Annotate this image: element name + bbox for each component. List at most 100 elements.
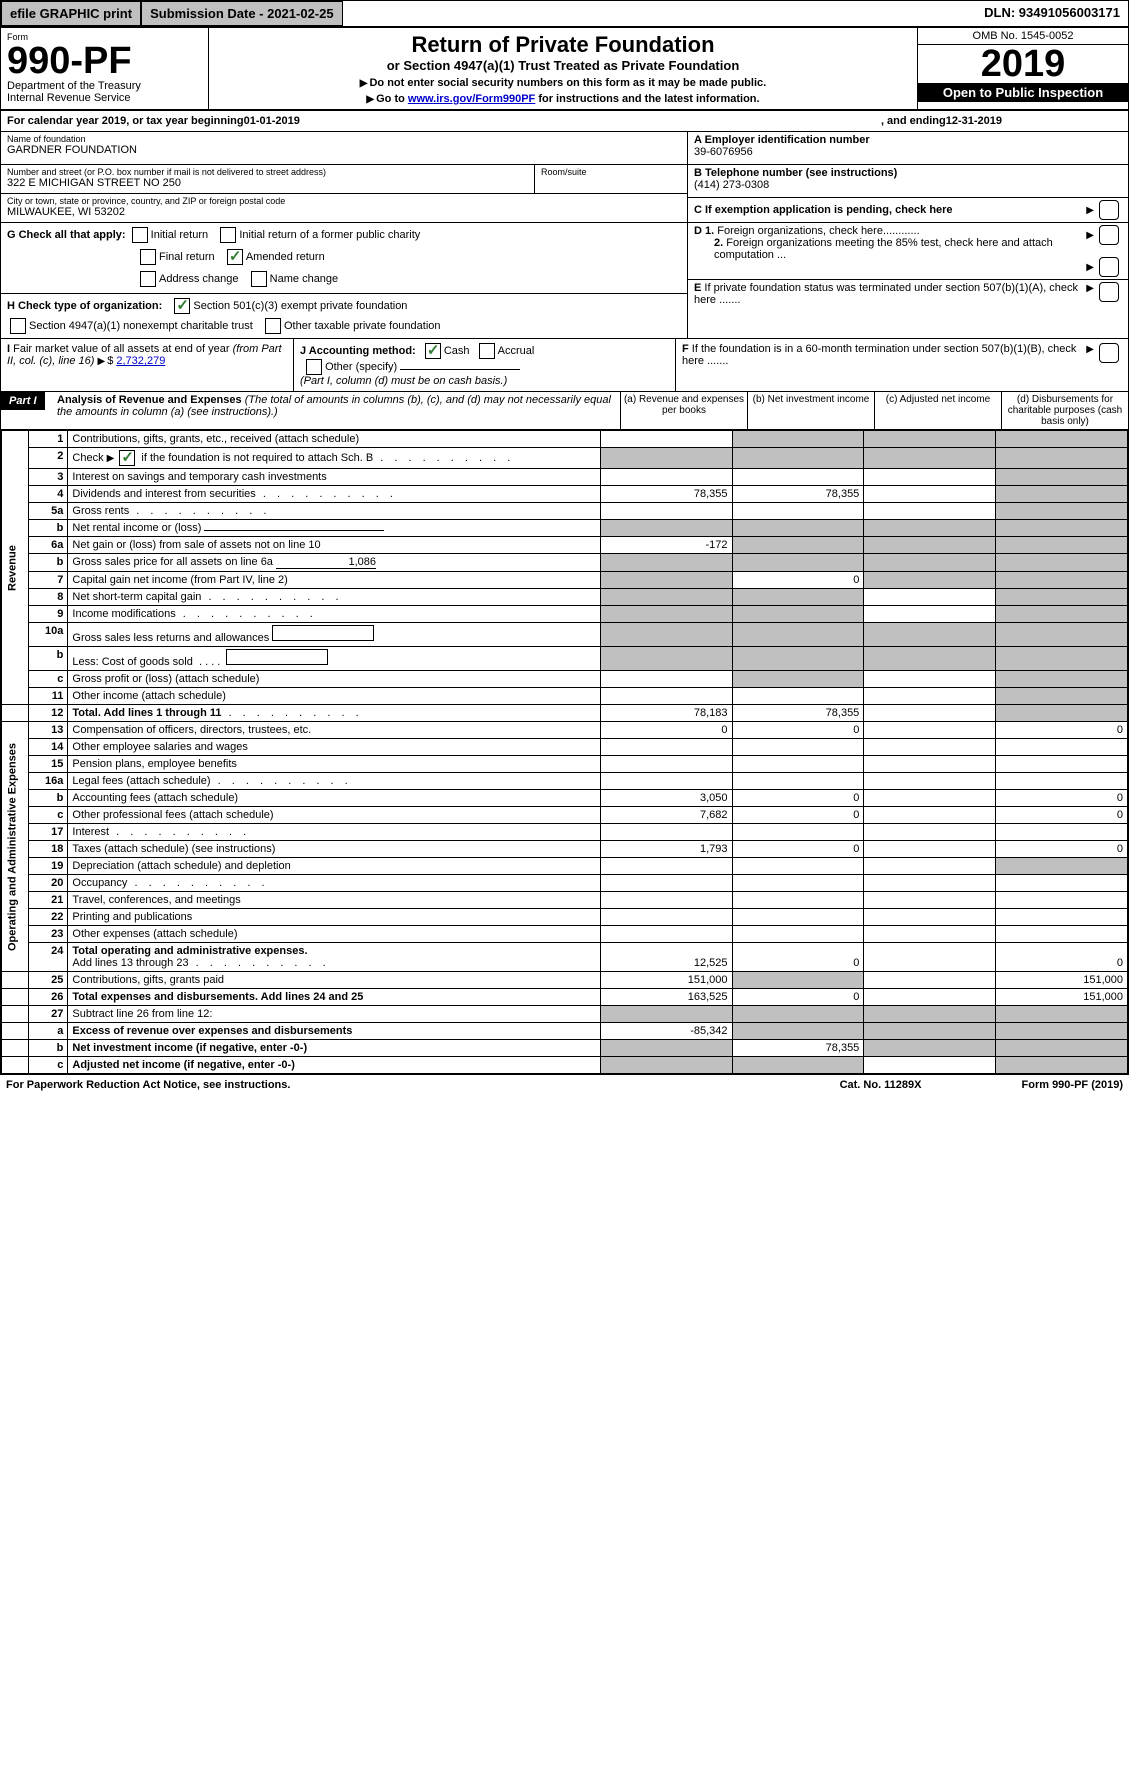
table-row: b Gross sales price for all assets on li…	[2, 554, 1128, 572]
instr-2-post: for instructions and the latest informat…	[535, 93, 759, 105]
accrual-checkbox[interactable]	[479, 343, 495, 359]
table-row: b Less: Cost of goods sold . . . .	[2, 647, 1128, 671]
ijf-section: I Fair market value of all assets at end…	[1, 339, 1128, 392]
d2-checkbox[interactable]	[1099, 257, 1119, 277]
line-desc: Interest on savings and temporary cash i…	[68, 469, 600, 486]
line-desc: Check if the foundation is not required …	[68, 448, 600, 469]
table-row: 14Other employee salaries and wages	[2, 739, 1128, 756]
val-4a: 78,355	[600, 486, 732, 503]
address-change-checkbox[interactable]	[140, 271, 156, 287]
initial-former-checkbox[interactable]	[220, 227, 236, 243]
c-checkbox[interactable]	[1099, 200, 1119, 220]
calyear-end: 12-31-2019	[946, 115, 1002, 127]
dln-label: DLN: 93491056003171	[976, 1, 1128, 26]
val-12a: 78,183	[600, 705, 732, 722]
cash-label: Cash	[444, 345, 470, 357]
initial-return-checkbox[interactable]	[132, 227, 148, 243]
submission-date-button[interactable]: Submission Date - 2021-02-25	[141, 1, 343, 26]
table-row: 22Printing and publications	[2, 909, 1128, 926]
efile-button[interactable]: efile GRAPHIC print	[1, 1, 141, 26]
irs-link[interactable]: www.irs.gov/Form990PF	[408, 93, 535, 105]
j-label: J Accounting method:	[300, 345, 416, 357]
fmv-link[interactable]: 2,732,279	[116, 355, 165, 367]
line-desc: Total. Add lines 1 through 11	[68, 705, 600, 722]
h-other-label: Other taxable private foundation	[284, 320, 441, 332]
e-checkbox[interactable]	[1099, 282, 1119, 302]
f-checkbox[interactable]	[1099, 343, 1119, 363]
name-label: Name of foundation	[7, 134, 681, 144]
part1-label: Part I	[1, 392, 45, 410]
amended-return-checkbox[interactable]	[227, 249, 243, 265]
table-row: bAccounting fees (attach schedule)3,0500…	[2, 790, 1128, 807]
table-row: 4 Dividends and interest from securities…	[2, 486, 1128, 503]
top-bar: efile GRAPHIC print Submission Date - 20…	[1, 1, 1128, 28]
line-num: 3	[29, 469, 68, 486]
dept-label: Department of the Treasury	[7, 80, 202, 92]
col-d-header: (d) Disbursements for charitable purpose…	[1001, 392, 1128, 429]
col-a-header: (a) Revenue and expenses per books	[620, 392, 747, 429]
arrow-icon	[1086, 261, 1096, 273]
table-row: 21Travel, conferences, and meetings	[2, 892, 1128, 909]
header-left: Form 990-PF Department of the Treasury I…	[1, 28, 209, 109]
line-desc: Compensation of officers, directors, tru…	[68, 722, 600, 739]
line-desc: Less: Cost of goods sold . . . .	[68, 647, 600, 671]
h-501c3-label: Section 501(c)(3) exempt private foundat…	[193, 300, 407, 312]
phone: (414) 273-0308	[694, 179, 1122, 191]
irs-label: Internal Revenue Service	[7, 92, 202, 104]
h-4947-checkbox[interactable]	[10, 318, 26, 334]
address: 322 E MICHIGAN STREET NO 250	[7, 177, 528, 189]
footer-right: Form 990-PF (2019)	[1022, 1079, 1124, 1091]
footer: For Paperwork Reduction Act Notice, see …	[0, 1075, 1129, 1095]
line-num: 10a	[29, 623, 68, 647]
final-return-checkbox[interactable]	[140, 249, 156, 265]
table-row: 25Contributions, gifts, grants paid151,0…	[2, 972, 1128, 989]
table-row: 17Interest	[2, 824, 1128, 841]
table-row: 11 Other income (attach schedule)	[2, 688, 1128, 705]
g-label: G Check all that apply:	[7, 229, 126, 241]
instr-2: Go to www.irs.gov/Form990PF for instruct…	[219, 93, 907, 105]
name-change-checkbox[interactable]	[251, 271, 267, 287]
name-cell: Name of foundation GARDNER FOUNDATION	[1, 132, 687, 165]
table-row: 15Pension plans, employee benefits	[2, 756, 1128, 773]
arrow-icon	[1086, 343, 1096, 387]
line-num: 1	[29, 431, 68, 448]
other-method-checkbox[interactable]	[306, 359, 322, 375]
table-row: 7 Capital gain net income (from Part IV,…	[2, 572, 1128, 589]
amended-label: Amended return	[246, 251, 325, 263]
line-desc: Gross rents	[68, 503, 600, 520]
val-12b: 78,355	[732, 705, 864, 722]
i-cell: I Fair market value of all assets at end…	[1, 339, 293, 391]
d1-cell: D 1. D 1. Foreign organizations, check h…	[688, 223, 1128, 280]
table-row: 27Subtract line 26 from line 12:	[2, 1006, 1128, 1023]
part1-header: Part I Analysis of Revenue and Expenses …	[1, 392, 1128, 430]
phone-cell: B Telephone number (see instructions) (4…	[688, 165, 1128, 198]
table-row: b Net rental income or (loss)	[2, 520, 1128, 537]
final-label: Final return	[159, 251, 215, 263]
h-label: H Check type of organization:	[7, 300, 162, 312]
table-row: 19Depreciation (attach schedule) and dep…	[2, 858, 1128, 875]
line-num: b	[29, 520, 68, 537]
table-row: 8 Net short-term capital gain	[2, 589, 1128, 606]
initial-former-label: Initial return of a former public charit…	[239, 229, 420, 241]
schb-checkbox[interactable]	[119, 450, 135, 466]
table-row: Revenue 1 Contributions, gifts, grants, …	[2, 431, 1128, 448]
form-number: 990-PF	[7, 42, 202, 80]
line-num: 4	[29, 486, 68, 503]
table-row: 5a Gross rents	[2, 503, 1128, 520]
instr-2-pre: Go to	[376, 93, 408, 105]
city: MILWAUKEE, WI 53202	[7, 206, 681, 218]
table-row: cOther professional fees (attach schedul…	[2, 807, 1128, 824]
c-label: C If exemption application is pending, c…	[694, 204, 1086, 216]
accrual-label: Accrual	[498, 345, 535, 357]
cash-checkbox[interactable]	[425, 343, 441, 359]
line-desc: Gross sales less returns and allowances	[68, 623, 600, 647]
calyear-begin: 01-01-2019	[244, 115, 300, 127]
col-b-header: (b) Net investment income	[747, 392, 874, 429]
d1-checkbox[interactable]	[1099, 225, 1119, 245]
h-501c3-checkbox[interactable]	[174, 298, 190, 314]
initial-label: Initial return	[151, 229, 208, 241]
c-cell: C If exemption application is pending, c…	[688, 198, 1128, 222]
form-container: efile GRAPHIC print Submission Date - 20…	[0, 0, 1129, 1075]
line-desc: Net rental income or (loss)	[68, 520, 600, 537]
h-other-checkbox[interactable]	[265, 318, 281, 334]
